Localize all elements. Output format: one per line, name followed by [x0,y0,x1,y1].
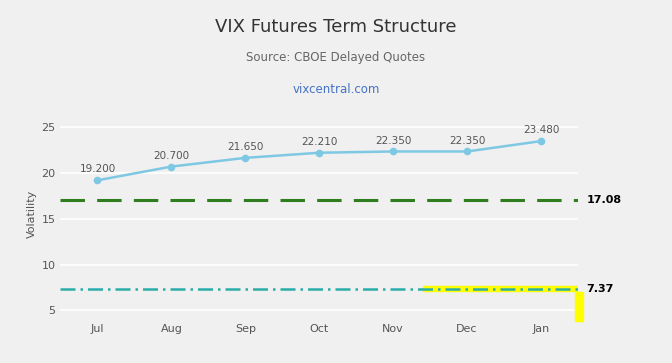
Text: 23.480: 23.480 [523,125,559,135]
Text: 22.210: 22.210 [301,137,337,147]
Text: 22.350: 22.350 [375,135,411,146]
Text: Source: CBOE Delayed Quotes: Source: CBOE Delayed Quotes [247,51,425,64]
Text: 17.08: 17.08 [586,195,622,205]
Text: 21.650: 21.650 [227,142,263,152]
Text: vixcentral.com: vixcentral.com [292,83,380,96]
Y-axis label: Volatility: Volatility [28,190,38,238]
Text: 7.37: 7.37 [586,284,614,294]
Text: 20.700: 20.700 [153,151,190,160]
Text: 19.200: 19.200 [79,164,116,174]
Text: VIX Futures Term Structure: VIX Futures Term Structure [215,18,457,36]
Text: 22.350: 22.350 [449,135,485,146]
Bar [423,286,578,291]
